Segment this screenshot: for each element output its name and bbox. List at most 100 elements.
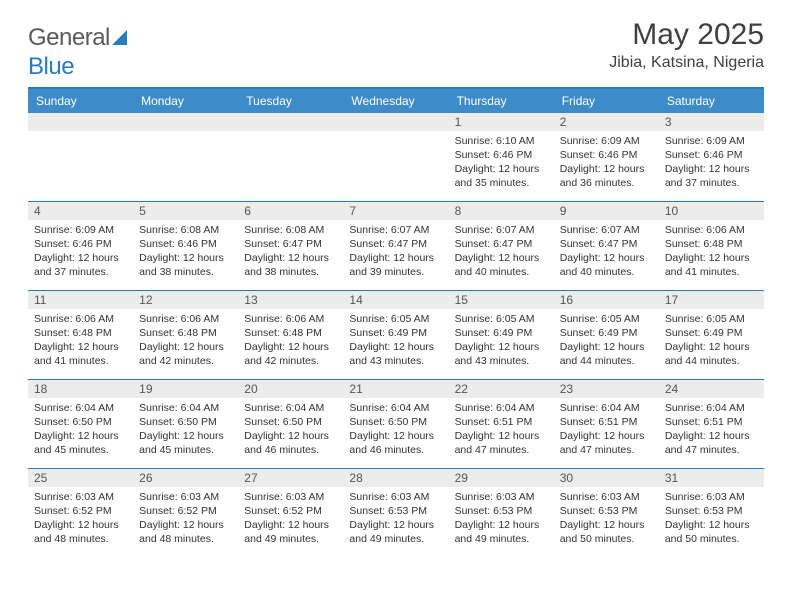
day-data: Sunrise: 6:08 AMSunset: 6:47 PMDaylight:… — [238, 220, 343, 284]
day-dl2: and 42 minutes. — [139, 354, 232, 368]
day-dl2: and 47 minutes. — [560, 443, 653, 457]
day-ss: Sunset: 6:48 PM — [665, 237, 758, 251]
day-number: 13 — [238, 291, 343, 309]
day-number: 20 — [238, 380, 343, 398]
day-sr: Sunrise: 6:09 AM — [665, 134, 758, 148]
day-sr: Sunrise: 6:06 AM — [34, 312, 127, 326]
day-sr: Sunrise: 6:06 AM — [244, 312, 337, 326]
calendar-cell — [238, 113, 343, 201]
day-dl1: Daylight: 12 hours — [139, 518, 232, 532]
day-number: 29 — [449, 469, 554, 487]
day-sr: Sunrise: 6:06 AM — [139, 312, 232, 326]
day-sr: Sunrise: 6:04 AM — [455, 401, 548, 415]
day-data: Sunrise: 6:05 AMSunset: 6:49 PMDaylight:… — [449, 309, 554, 373]
day-ss: Sunset: 6:46 PM — [34, 237, 127, 251]
day-sr: Sunrise: 6:09 AM — [34, 223, 127, 237]
calendar-cell: 22Sunrise: 6:04 AMSunset: 6:51 PMDayligh… — [449, 380, 554, 468]
day-dl1: Daylight: 12 hours — [349, 429, 442, 443]
day-dl1: Daylight: 12 hours — [349, 340, 442, 354]
calendar-cell: 19Sunrise: 6:04 AMSunset: 6:50 PMDayligh… — [133, 380, 238, 468]
day-dl2: and 43 minutes. — [455, 354, 548, 368]
calendar-cell: 23Sunrise: 6:04 AMSunset: 6:51 PMDayligh… — [554, 380, 659, 468]
calendar-cell: 2Sunrise: 6:09 AMSunset: 6:46 PMDaylight… — [554, 113, 659, 201]
day-number: 15 — [449, 291, 554, 309]
calendar-cell: 26Sunrise: 6:03 AMSunset: 6:52 PMDayligh… — [133, 469, 238, 557]
day-data: Sunrise: 6:04 AMSunset: 6:51 PMDaylight:… — [449, 398, 554, 462]
day-ss: Sunset: 6:49 PM — [560, 326, 653, 340]
day-ss: Sunset: 6:48 PM — [34, 326, 127, 340]
day-dl1: Daylight: 12 hours — [455, 162, 548, 176]
day-data: Sunrise: 6:06 AMSunset: 6:48 PMDaylight:… — [28, 309, 133, 373]
calendar-cell — [133, 113, 238, 201]
dayhead: Monday — [133, 89, 238, 113]
calendar-cell: 3Sunrise: 6:09 AMSunset: 6:46 PMDaylight… — [659, 113, 764, 201]
day-sr: Sunrise: 6:03 AM — [665, 490, 758, 504]
day-number: 28 — [343, 469, 448, 487]
logo: General Blue — [28, 24, 134, 81]
day-data: Sunrise: 6:09 AMSunset: 6:46 PMDaylight:… — [28, 220, 133, 284]
calendar-cell: 12Sunrise: 6:06 AMSunset: 6:48 PMDayligh… — [133, 291, 238, 379]
day-number: 9 — [554, 202, 659, 220]
day-number: 14 — [343, 291, 448, 309]
day-dl1: Daylight: 12 hours — [455, 429, 548, 443]
day-ss: Sunset: 6:46 PM — [139, 237, 232, 251]
title-block: May 2025 Jibia, Katsina, Nigeria — [609, 18, 764, 72]
day-dl2: and 50 minutes. — [560, 532, 653, 546]
day-number — [238, 113, 343, 131]
day-data: Sunrise: 6:03 AMSunset: 6:53 PMDaylight:… — [449, 487, 554, 551]
day-number: 17 — [659, 291, 764, 309]
day-number: 19 — [133, 380, 238, 398]
day-ss: Sunset: 6:49 PM — [455, 326, 548, 340]
day-number: 18 — [28, 380, 133, 398]
day-sr: Sunrise: 6:10 AM — [455, 134, 548, 148]
calendar-cell — [28, 113, 133, 201]
day-ss: Sunset: 6:47 PM — [560, 237, 653, 251]
page-title: May 2025 — [609, 18, 764, 52]
header: General Blue May 2025 Jibia, Katsina, Ni… — [28, 18, 764, 81]
calendar-cell: 7Sunrise: 6:07 AMSunset: 6:47 PMDaylight… — [343, 202, 448, 290]
day-data: Sunrise: 6:03 AMSunset: 6:52 PMDaylight:… — [238, 487, 343, 551]
day-data: Sunrise: 6:06 AMSunset: 6:48 PMDaylight:… — [133, 309, 238, 373]
day-dl2: and 49 minutes. — [349, 532, 442, 546]
calendar-cell: 24Sunrise: 6:04 AMSunset: 6:51 PMDayligh… — [659, 380, 764, 468]
day-ss: Sunset: 6:47 PM — [244, 237, 337, 251]
day-dl2: and 37 minutes. — [34, 265, 127, 279]
day-dl1: Daylight: 12 hours — [665, 518, 758, 532]
calendar-cell: 18Sunrise: 6:04 AMSunset: 6:50 PMDayligh… — [28, 380, 133, 468]
day-number: 3 — [659, 113, 764, 131]
day-ss: Sunset: 6:52 PM — [34, 504, 127, 518]
calendar-grid: SundayMondayTuesdayWednesdayThursdayFrid… — [28, 89, 764, 557]
day-ss: Sunset: 6:53 PM — [455, 504, 548, 518]
day-dl2: and 45 minutes. — [34, 443, 127, 457]
day-dl2: and 40 minutes. — [560, 265, 653, 279]
calendar-cell: 15Sunrise: 6:05 AMSunset: 6:49 PMDayligh… — [449, 291, 554, 379]
day-number: 8 — [449, 202, 554, 220]
day-sr: Sunrise: 6:06 AM — [665, 223, 758, 237]
day-number: 7 — [343, 202, 448, 220]
dayhead: Sunday — [28, 89, 133, 113]
day-data: Sunrise: 6:04 AMSunset: 6:50 PMDaylight:… — [238, 398, 343, 462]
day-sr: Sunrise: 6:09 AM — [560, 134, 653, 148]
day-data: Sunrise: 6:10 AMSunset: 6:46 PMDaylight:… — [449, 131, 554, 195]
day-number: 27 — [238, 469, 343, 487]
day-number: 1 — [449, 113, 554, 131]
day-sr: Sunrise: 6:05 AM — [455, 312, 548, 326]
day-dl1: Daylight: 12 hours — [455, 518, 548, 532]
day-number: 16 — [554, 291, 659, 309]
day-dl2: and 41 minutes. — [34, 354, 127, 368]
logo-word2: Blue — [28, 53, 74, 80]
day-dl2: and 47 minutes. — [665, 443, 758, 457]
day-dl1: Daylight: 12 hours — [139, 429, 232, 443]
day-number: 30 — [554, 469, 659, 487]
location-text: Jibia, Katsina, Nigeria — [609, 54, 764, 72]
day-number: 12 — [133, 291, 238, 309]
day-ss: Sunset: 6:52 PM — [244, 504, 337, 518]
day-sr: Sunrise: 6:05 AM — [349, 312, 442, 326]
day-ss: Sunset: 6:51 PM — [665, 415, 758, 429]
day-ss: Sunset: 6:53 PM — [560, 504, 653, 518]
day-dl2: and 40 minutes. — [455, 265, 548, 279]
day-ss: Sunset: 6:46 PM — [665, 148, 758, 162]
calendar-cell: 8Sunrise: 6:07 AMSunset: 6:47 PMDaylight… — [449, 202, 554, 290]
day-ss: Sunset: 6:50 PM — [244, 415, 337, 429]
day-dl1: Daylight: 12 hours — [560, 162, 653, 176]
